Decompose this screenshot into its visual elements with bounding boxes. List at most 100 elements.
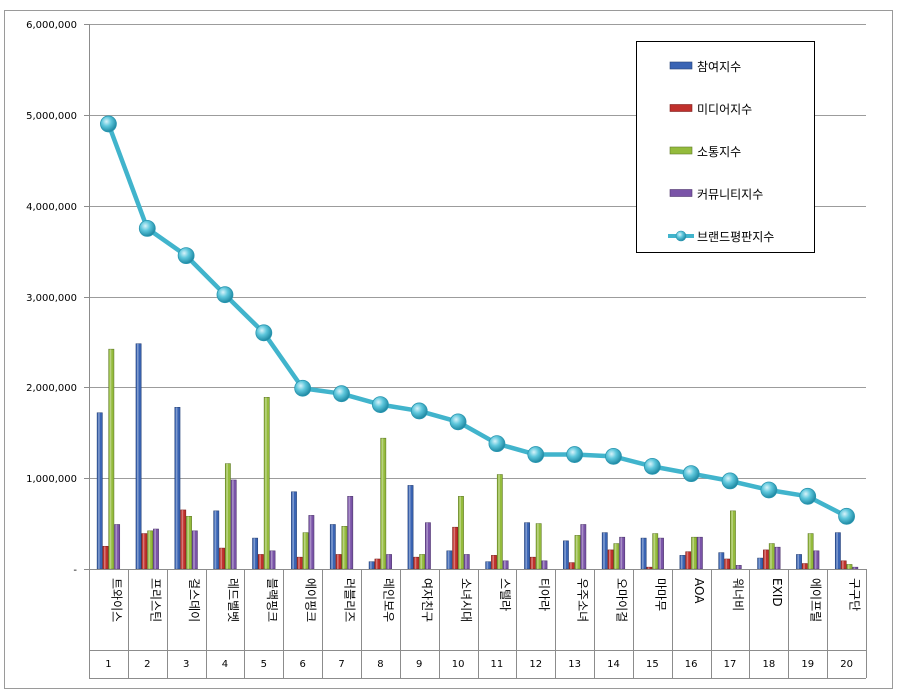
rank-label: 14 <box>607 659 620 670</box>
bar-2-4 <box>219 547 225 570</box>
bar-4-10 <box>463 554 470 570</box>
bar-1-13 <box>563 540 569 570</box>
bar-2-3 <box>180 509 187 570</box>
rank-label: 2 <box>144 659 150 670</box>
legend-item-2: 미디어지수 <box>669 103 752 117</box>
line-point-12 <box>527 446 545 463</box>
bar-1-19 <box>796 554 802 570</box>
rank-label: 12 <box>529 659 542 670</box>
bar-4-1 <box>114 524 121 570</box>
bar-3-7 <box>341 526 348 570</box>
bar-4-11 <box>502 560 509 570</box>
rank-label: 4 <box>222 659 228 670</box>
bar-3-13 <box>574 535 581 570</box>
category-label: 에이프릴 <box>809 578 823 622</box>
legend-label: 참여지수 <box>697 60 741 74</box>
bar-3-1 <box>108 348 115 570</box>
rank-label: 8 <box>377 659 383 670</box>
bar-1-6 <box>291 491 297 570</box>
y-tick-label: 1,000,000 <box>26 474 77 485</box>
category-label: 티아라 <box>537 578 551 611</box>
brand-reputation-line <box>100 115 855 525</box>
bar-3-10 <box>458 496 464 570</box>
bar-3-11 <box>496 474 503 570</box>
category-label: 구구단 <box>848 578 862 611</box>
bar-3-15 <box>652 533 659 570</box>
rank-label: 1 <box>105 659 111 670</box>
line-point-20 <box>838 507 855 525</box>
bar-1-11 <box>485 561 492 570</box>
bar-4-18 <box>774 546 781 570</box>
bar-2-2 <box>141 533 148 570</box>
bar-3-6 <box>302 532 309 570</box>
legend-swatch <box>669 61 693 70</box>
bar-2-9 <box>413 556 420 570</box>
category-label: 레인보우 <box>381 578 395 622</box>
legend-marker <box>675 230 687 242</box>
legend-swatch <box>669 189 693 197</box>
bar-3-8 <box>380 437 387 570</box>
bar-1-5 <box>252 537 259 570</box>
bar-2-11 <box>491 555 497 570</box>
bar-2-20 <box>840 560 847 570</box>
bar-3-9 <box>419 554 426 570</box>
bar-4-12 <box>541 560 548 570</box>
category-label: EXID <box>770 578 784 607</box>
bar-3-3 <box>186 516 192 570</box>
bar-4-17 <box>735 565 742 570</box>
legend-item-1: 참여지수 <box>669 60 741 74</box>
line-point-19 <box>799 487 817 505</box>
bar-2-19 <box>801 563 808 570</box>
axes <box>89 24 867 679</box>
category-label: 우주소녀 <box>576 578 590 622</box>
y-tick-label: - <box>73 565 77 576</box>
line-point-13 <box>566 446 584 463</box>
category-label: 프리스틴 <box>148 578 162 622</box>
legend-label: 미디어지수 <box>697 103 752 117</box>
rank-label: 6 <box>299 659 305 670</box>
bar-2-7 <box>335 554 342 570</box>
rank-label: 17 <box>724 659 737 670</box>
y-tick-label: 6,000,000 <box>26 20 77 31</box>
bar-1-8 <box>368 561 375 570</box>
legend-label: 소통지수 <box>697 145 741 159</box>
line-point-8 <box>371 396 389 413</box>
bar-4-19 <box>813 550 820 570</box>
bar-1-4 <box>213 510 220 570</box>
bar-2-1 <box>102 545 109 570</box>
legend-box <box>636 41 815 253</box>
y-axis-ticks: 6,000,000 5,000,000 4,000,000 3,000,000 2,00… <box>26 20 77 576</box>
bar-4-4 <box>230 479 237 570</box>
rank-label: 13 <box>568 659 581 670</box>
category-label: 블랙핑크 <box>265 578 279 622</box>
rank-label: 18 <box>763 659 776 670</box>
bar-4-6 <box>308 515 315 570</box>
line-point-5 <box>255 324 273 342</box>
line-point-7 <box>333 385 350 403</box>
bar-3-16 <box>691 536 697 570</box>
y-tick-label: 2,000,000 <box>26 383 77 394</box>
line-point-1 <box>100 115 117 133</box>
legend-label: 커뮤니티지수 <box>697 188 763 202</box>
bar-1-9 <box>407 485 414 570</box>
legend-item-4: 커뮤니티지수 <box>669 188 763 202</box>
rank-label: 20 <box>840 659 853 670</box>
line-point-10 <box>449 413 467 431</box>
bar-1-14 <box>601 532 608 570</box>
bar-4-5 <box>269 550 276 570</box>
bar-1-15 <box>640 537 647 570</box>
bar-1-16 <box>679 555 686 570</box>
bar-4-9 <box>425 522 431 570</box>
rank-label: 19 <box>801 659 814 670</box>
bar-1-7 <box>329 524 336 570</box>
legend-swatch <box>669 104 693 112</box>
bar-4-13 <box>580 524 587 570</box>
legend-swatch <box>669 146 693 155</box>
bar-4-14 <box>619 536 626 570</box>
bar-1-18 <box>757 557 764 570</box>
bar-2-15 <box>646 566 653 570</box>
bar-4-8 <box>386 554 392 570</box>
category-labels: 트와이스 1 프리스틴 2 걸스데이 3 레드벨벳 4 블랙핑크 5 에이핑크 6 러블리즈 7 레인보우 8… <box>105 578 861 670</box>
